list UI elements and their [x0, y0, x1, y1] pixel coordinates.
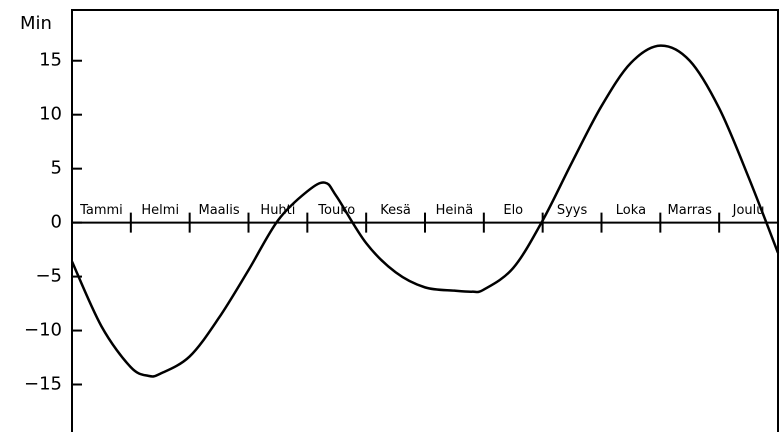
plot-frame: [71, 9, 779, 432]
month-label: Maalis: [199, 203, 240, 218]
month-label: Tammi: [79, 203, 123, 218]
month-label: Joulu: [732, 203, 765, 218]
y-tick-label: 10: [39, 104, 62, 125]
month-label: Touko: [317, 203, 355, 218]
month-label: Elo: [503, 203, 523, 218]
y-tick-label: −10: [24, 320, 62, 341]
y-tick-label: 15: [39, 50, 62, 71]
y-tick-label: −5: [35, 266, 62, 287]
y-tick-label: 0: [51, 212, 62, 233]
y-axis-label: Min: [20, 13, 52, 34]
month-label: Syys: [557, 203, 588, 218]
month-label: Marras: [668, 203, 713, 218]
y-tick-label: −15: [24, 374, 62, 395]
month-label: Kesä: [380, 203, 411, 218]
month-label: Loka: [616, 203, 646, 218]
y-tick-label: 5: [51, 158, 62, 179]
month-label: Helmi: [141, 203, 179, 218]
line: [70, 44, 780, 378]
month-label: Heinä: [436, 203, 474, 218]
month-label: Huhti: [260, 203, 295, 218]
